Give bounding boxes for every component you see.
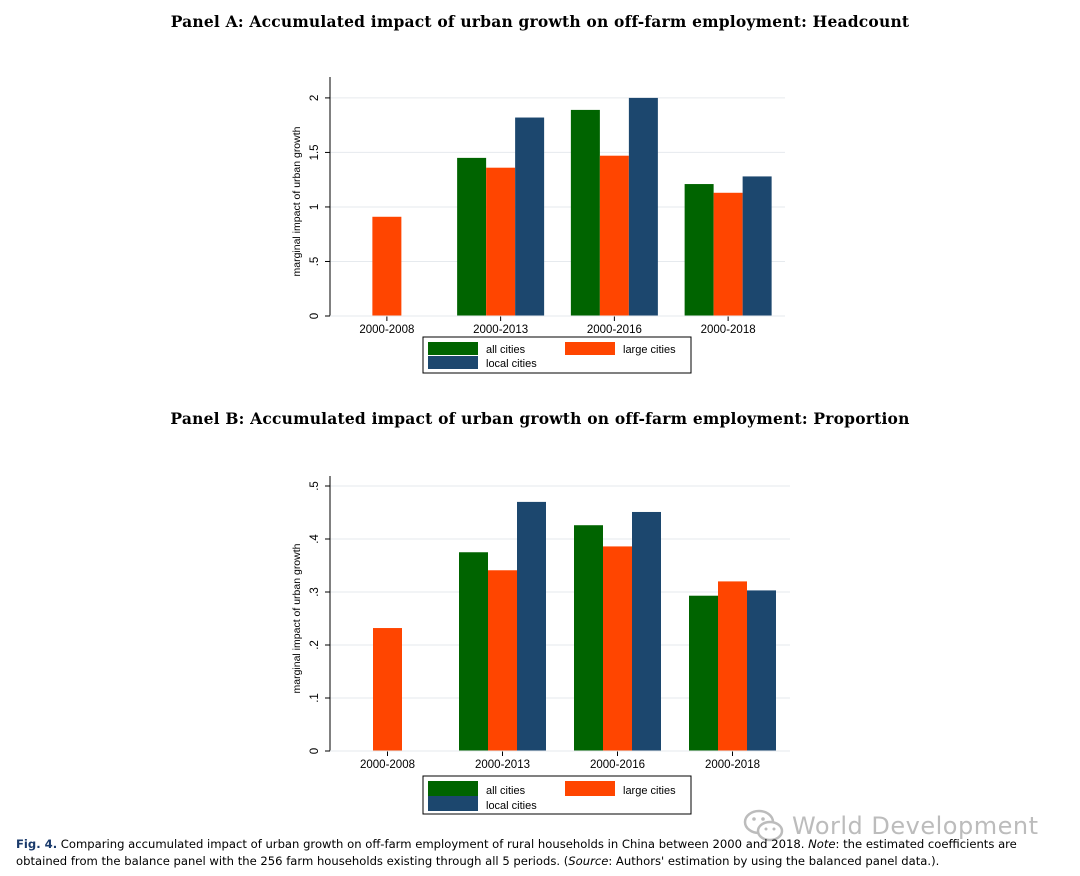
y-tick-label: 1.5 bbox=[309, 144, 321, 160]
legend-label: all cities bbox=[486, 344, 526, 356]
wechat-icon bbox=[743, 809, 784, 842]
legend-label: large cities bbox=[623, 344, 676, 356]
bar bbox=[517, 501, 546, 751]
bar bbox=[372, 216, 402, 316]
caption-text-2: : the estimated coefficients are obtaine… bbox=[16, 837, 1017, 868]
legend-swatch bbox=[565, 342, 615, 355]
bar bbox=[603, 546, 632, 751]
bar bbox=[515, 117, 545, 317]
bar bbox=[684, 184, 714, 316]
y-tick-label: 0 bbox=[309, 748, 321, 754]
bar bbox=[628, 97, 658, 317]
bar bbox=[742, 176, 772, 316]
legend-label: local cities bbox=[486, 800, 537, 812]
bar bbox=[747, 590, 776, 751]
caption-fig-label: Fig. 4. bbox=[16, 837, 58, 851]
panel-b-title: Panel B: Accumulated impact of urban gro… bbox=[170, 409, 910, 428]
caption-note-label: Note bbox=[808, 837, 836, 851]
y-tick-label: 1 bbox=[309, 204, 321, 210]
y-tick-label: .5 bbox=[309, 481, 321, 491]
y-tick-label: .2 bbox=[309, 640, 321, 650]
legend-label: all cities bbox=[486, 785, 526, 797]
panel-b-bar-chart: 0 .1 .2 .3 .4 .5 2000-2008 2000-2013 2000-2016 20… bbox=[291, 476, 790, 815]
caption-text-1: Comparing accumulated impact of urban gr… bbox=[57, 837, 809, 851]
x-tick-label: 2000-2008 bbox=[360, 759, 415, 771]
y-axis-label: marginal impact of urban growth bbox=[291, 543, 303, 693]
x-tick-label: 2000-2013 bbox=[475, 759, 530, 771]
bar bbox=[599, 155, 629, 316]
caption-text-3: : Authors' estimation by using the balan… bbox=[608, 854, 940, 868]
legend-label: large cities bbox=[623, 785, 676, 797]
y-tick-label: 2 bbox=[309, 95, 321, 101]
legend-swatch bbox=[428, 342, 478, 355]
legend-swatch bbox=[565, 781, 615, 796]
bar bbox=[718, 581, 747, 751]
watermark: World Development bbox=[742, 806, 1038, 846]
bar bbox=[713, 192, 743, 316]
panel-a-bar-chart: 0 .5 1 1.5 2 2000-2008 2000-2013 2000-2016 2000-… bbox=[291, 77, 785, 374]
x-tick-label: 2000-2013 bbox=[473, 324, 528, 336]
figure-caption: Fig. 4. Comparing accumulated impact of … bbox=[16, 836, 1068, 870]
legend-swatch bbox=[428, 356, 478, 369]
bar bbox=[373, 628, 402, 751]
y-tick-label: 0 bbox=[309, 313, 321, 319]
legend-swatch bbox=[428, 796, 478, 811]
y-tick-label: .4 bbox=[309, 534, 321, 544]
x-tick-label: 2000-2016 bbox=[587, 324, 642, 336]
y-tick-label: .1 bbox=[309, 693, 321, 703]
legend-label: local cities bbox=[486, 358, 537, 370]
watermark-text: World Development bbox=[792, 812, 1039, 840]
y-tick-label: .3 bbox=[309, 587, 321, 597]
x-tick-label: 2000-2018 bbox=[705, 759, 760, 771]
x-tick-label: 2000-2016 bbox=[590, 759, 645, 771]
y-tick-label: .5 bbox=[309, 257, 321, 267]
x-tick-label: 2000-2008 bbox=[359, 324, 414, 336]
bar bbox=[570, 109, 600, 317]
bar bbox=[486, 167, 516, 316]
legend-swatch bbox=[428, 781, 478, 796]
x-tick-label: 2000-2018 bbox=[701, 324, 756, 336]
bar bbox=[689, 595, 718, 751]
y-axis-label: marginal impact of urban growth bbox=[291, 126, 303, 276]
bar bbox=[632, 511, 661, 751]
panel-a-title: Panel A: Accumulated impact of urban gro… bbox=[170, 12, 910, 31]
bar bbox=[488, 570, 517, 751]
bar bbox=[574, 525, 603, 751]
caption-source-label: Source bbox=[568, 854, 609, 868]
bar bbox=[457, 157, 487, 316]
bar bbox=[459, 552, 488, 751]
